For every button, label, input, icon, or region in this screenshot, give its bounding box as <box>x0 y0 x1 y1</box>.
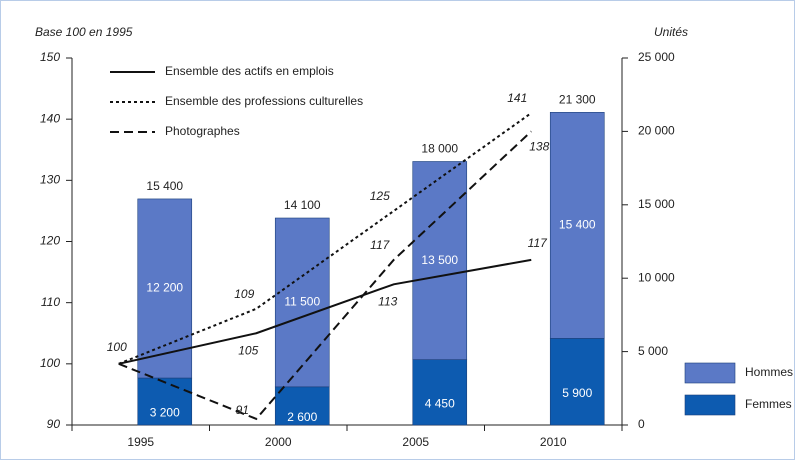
legend-label: Femmes <box>745 397 792 411</box>
bar-total-label: 14 100 <box>284 198 321 212</box>
legend-label: Ensemble des actifs en emplois <box>165 64 334 78</box>
bar-value-label: 2 600 <box>287 410 317 424</box>
y2-tick-label: 10 000 <box>638 270 675 284</box>
y-tick-label: 140 <box>40 111 60 125</box>
bar-segment <box>412 161 468 360</box>
bar-value-label: 12 200 <box>146 281 183 295</box>
x-tick-label: 2010 <box>540 435 567 449</box>
bar-value-label: 5 900 <box>562 386 592 400</box>
y-tick-label: 90 <box>47 417 61 431</box>
y-axis-title: Base 100 en 1995 <box>35 25 133 39</box>
y2-tick-label: 15 000 <box>638 197 675 211</box>
bar-segment <box>549 112 605 339</box>
legend-label: Ensemble des professions culturelles <box>165 94 363 108</box>
bar-segment <box>137 377 193 426</box>
line-value-label: 117 <box>370 238 390 252</box>
x-tick-label: 2000 <box>265 435 292 449</box>
y-tick-label: 150 <box>40 50 60 64</box>
x-tick-label: 2005 <box>402 435 429 449</box>
x-tick-label: 1995 <box>127 435 154 449</box>
y2-tick-label: 25 000 <box>638 50 675 64</box>
y-tick-label: 120 <box>40 234 60 248</box>
bar-value-label: 11 500 <box>284 295 320 309</box>
y2-tick-label: 0 <box>638 417 645 431</box>
y2-axis-title: Unités <box>654 25 688 39</box>
line-value-label: 109 <box>234 287 254 301</box>
line-value-label: 117 <box>528 236 548 250</box>
line-value-label: 100 <box>107 340 127 354</box>
y-tick-label: 110 <box>41 295 60 309</box>
bar-value-label: 3 200 <box>150 406 180 420</box>
bar-segment <box>412 359 468 426</box>
bar-total-label: 18 000 <box>421 142 458 156</box>
bar-total-label: 21 300 <box>559 92 596 106</box>
bar-value-label: 15 400 <box>559 218 596 232</box>
line-series <box>118 258 532 365</box>
line-value-label: 138 <box>529 140 549 154</box>
y-tick-label: 100 <box>40 356 60 370</box>
legend-label: Photographes <box>165 124 240 138</box>
bar-value-label: 13 500 <box>421 253 458 267</box>
line-value-label: 113 <box>378 294 397 308</box>
bar-segment <box>137 198 193 379</box>
legend-swatch <box>684 362 736 384</box>
legend-label: Hommes <box>745 365 793 379</box>
bar-segment <box>274 217 330 388</box>
bar-value-label: 4 450 <box>425 397 455 411</box>
y2-tick-label: 5 000 <box>638 344 668 358</box>
line-series <box>118 130 532 421</box>
line-value-label: 125 <box>370 189 390 203</box>
line-value-label: 105 <box>238 343 258 357</box>
y-tick-label: 130 <box>40 173 60 187</box>
y2-tick-label: 20 000 <box>638 124 675 138</box>
line-value-label: 141 <box>507 91 527 105</box>
line-value-label: 91 <box>236 403 249 417</box>
bar-total-label: 15 400 <box>146 179 183 193</box>
line-series <box>118 112 532 365</box>
bar-segment <box>549 338 605 426</box>
legend-swatch <box>684 394 736 416</box>
